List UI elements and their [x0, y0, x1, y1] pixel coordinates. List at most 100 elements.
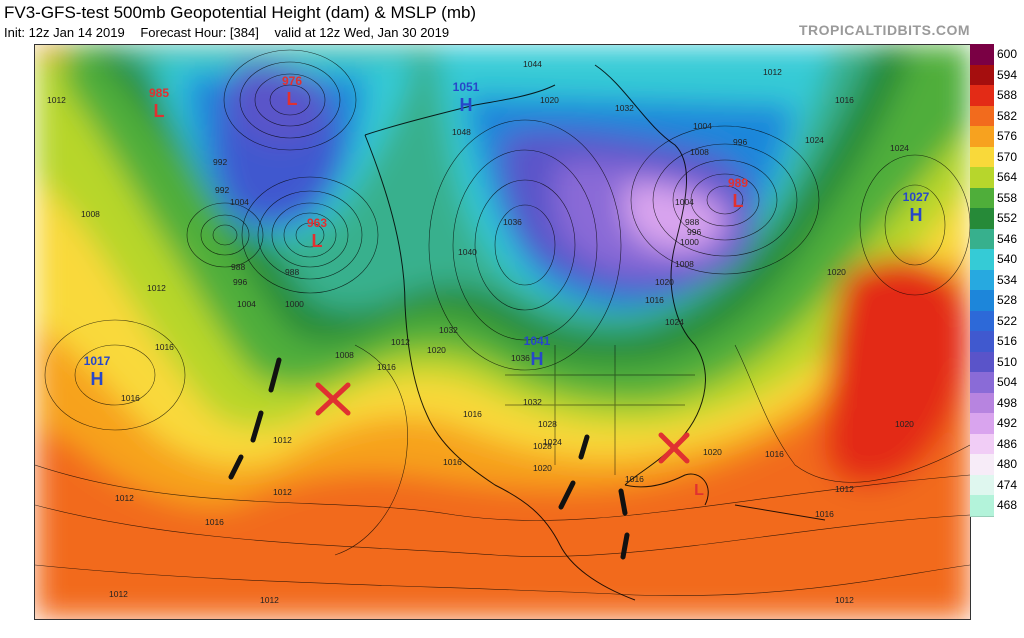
legend-level: 534 — [970, 269, 1024, 291]
isobar-label: 1016 — [443, 457, 462, 467]
low-letter: L — [694, 482, 704, 499]
isobar-label: 1012 — [273, 435, 292, 445]
legend-label: 474 — [997, 477, 1018, 492]
isobar-label: 1012 — [147, 283, 166, 293]
legend-swatch — [970, 228, 994, 250]
pressure-value: 963 — [307, 216, 327, 230]
isobar-label: 1012 — [115, 493, 134, 503]
isobar-label: 1012 — [109, 589, 128, 599]
isobar-label: 1008 — [81, 209, 100, 219]
isobar-label: 1036 — [511, 353, 530, 363]
isobar-label: 1008 — [675, 259, 694, 269]
isobar-label: 1016 — [765, 449, 784, 459]
legend-swatch — [970, 126, 994, 148]
isobar-label: 1028 — [533, 441, 552, 451]
low-letter: L — [154, 101, 165, 121]
pressure-value: 1027 — [903, 190, 930, 204]
isobar-label: 1016 — [645, 295, 664, 305]
legend-label: 600 — [997, 47, 1018, 61]
trough-gulf-2 — [618, 488, 630, 560]
isobar-label: 1044 — [523, 59, 542, 69]
legend-swatch — [970, 44, 994, 66]
isobar-label: 1012 — [763, 67, 782, 77]
low-976: 976 L — [282, 74, 302, 109]
legend-level: 594 — [970, 64, 1024, 86]
isobar-label: 1016 — [121, 393, 140, 403]
legend-label: 480 — [997, 457, 1018, 471]
high-letter: H — [91, 369, 104, 389]
high-letter: H — [460, 95, 473, 115]
isobar-label: 1008 — [335, 350, 354, 360]
isobar-label: 1020 — [703, 447, 722, 457]
isobar-label: 1016 — [377, 362, 396, 372]
legend-label: 510 — [997, 354, 1018, 369]
isobar-label: 1024 — [665, 317, 684, 327]
isobar-label: 1016 — [463, 409, 482, 419]
legend-label: 558 — [997, 190, 1018, 205]
isobar-label: 1016 — [205, 517, 224, 527]
legend-swatch — [970, 454, 994, 476]
high-1017: 1017 H — [84, 354, 111, 389]
legend-swatch — [970, 64, 994, 86]
isobar-label: 992 — [215, 185, 229, 195]
color-legend: 600 594 588 582 576 570 564 558 552 546 540 534 528 5… — [970, 44, 1024, 618]
low-southeast: L — [694, 482, 704, 499]
isobar-label: 988 — [685, 217, 699, 227]
isobar-label: 1012 — [835, 595, 854, 605]
legend-level: 522 — [970, 310, 1024, 332]
isobar-label: 1032 — [615, 103, 634, 113]
isobar-label: 1008 — [690, 147, 709, 157]
isobar-label: 1020 — [427, 345, 446, 355]
legend-swatch — [970, 105, 994, 127]
weather-map: 985 L 976 L 1051 H 963 L 989 L 1027 H — [34, 44, 971, 620]
legend-level: 540 — [970, 249, 1024, 271]
isobar-label: 1012 — [47, 95, 66, 105]
pressure-systems: 985 L 976 L 1051 H 963 L 989 L 1027 H — [84, 74, 930, 499]
legend-label: 468 — [997, 498, 1018, 512]
isobar-label: 1020 — [827, 267, 846, 277]
high-letter: H — [531, 349, 544, 369]
isobar-label: 1048 — [452, 127, 471, 137]
legend-label: 492 — [997, 416, 1018, 430]
legend-swatch — [970, 372, 994, 394]
legend-swatch — [970, 433, 994, 455]
pressure-value: 989 — [728, 176, 748, 190]
isobar-label: 1016 — [835, 95, 854, 105]
legend-label: 588 — [997, 88, 1018, 102]
legend-swatch — [970, 392, 994, 414]
pressure-value: 1017 — [84, 354, 111, 368]
legend-swatch — [970, 474, 994, 496]
legend-level: 486 — [970, 433, 1024, 455]
isobar-label: 1004 — [693, 121, 712, 131]
isobar-label: 1004 — [230, 197, 249, 207]
legend-swatch — [970, 187, 994, 209]
legend-swatch — [970, 249, 994, 271]
legend-level: 558 — [970, 187, 1024, 209]
x-mark-west — [315, 382, 351, 416]
legend-swatch — [970, 208, 994, 230]
trough-west — [228, 357, 282, 480]
map-canvas: 985 L 976 L 1051 H 963 L 989 L 1027 H — [35, 45, 970, 619]
legend-swatch — [970, 310, 994, 332]
legend-label: 564 — [997, 170, 1018, 184]
legend-swatch — [970, 146, 994, 168]
isobar-label: 996 — [687, 227, 701, 237]
pressure-value: 985 — [149, 86, 169, 100]
legend-level: 516 — [970, 331, 1024, 353]
chart-subtitle: Init: 12z Jan 14 2019 Forecast Hour: [38… — [4, 25, 461, 40]
low-letter: L — [287, 89, 298, 109]
legend-level: 480 — [970, 454, 1024, 476]
legend-level: 600 — [970, 44, 1024, 66]
legend-label: 528 — [997, 293, 1018, 307]
pressure-value: 1041 — [524, 334, 551, 348]
legend-level: 492 — [970, 413, 1024, 435]
pressure-value: 976 — [282, 74, 302, 88]
legend-level: 576 — [970, 126, 1024, 148]
isobar-label: 988 — [285, 267, 299, 277]
isobar-label: 1020 — [540, 95, 559, 105]
low-letter: L — [733, 191, 744, 211]
legend-level: 498 — [970, 392, 1024, 414]
pressure-value: 1051 — [453, 80, 480, 94]
low-letter: L — [312, 231, 323, 251]
